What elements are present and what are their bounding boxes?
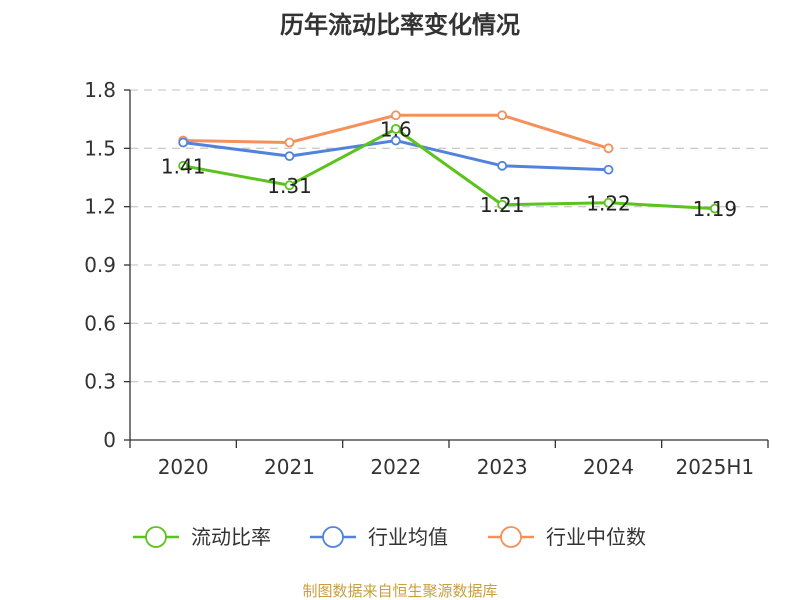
legend-item[interactable]: 行业均值 [310,525,448,549]
y-tick-label: 1.8 [84,78,116,102]
data-point [497,110,508,121]
data-point [390,110,401,121]
data-point [603,197,614,208]
legend-marker [145,526,167,548]
data-point [284,137,295,148]
data-points [178,110,720,214]
x-tick-label: 2022 [370,455,421,479]
x-tick-label: 2024 [583,455,634,479]
source-note: 制图数据来自恒生聚源数据库 [302,582,497,600]
data-point [497,160,508,171]
y-tick-label: 0 [103,428,116,452]
data-label: 1.19 [693,197,738,221]
legend-label: 流动比率 [191,525,271,549]
grid-lines [130,89,768,383]
data-label: 1.31 [267,174,312,198]
x-tick-label: 2020 [158,455,209,479]
y-tick-label: 1.5 [84,136,116,160]
x-tick-label: 2021 [264,455,315,479]
series-lines [182,113,715,211]
data-label: 1.22 [586,191,631,215]
data-point [390,123,401,134]
legend[interactable]: 流动比率 行业均值 行业中位数 [133,525,646,549]
data-point [603,143,614,154]
y-tick-label: 0.3 [84,370,116,394]
data-labels: 1.41 1.31 1.6 1.21 1.22 1.19 [161,117,737,221]
x-tick-label: 2023 [477,455,528,479]
data-point [178,137,189,148]
data-point [497,199,508,210]
chart-title: 历年流动比率变化情况 [280,11,520,39]
data-point [284,180,295,191]
data-label: 1.6 [380,117,412,141]
data-point [603,164,614,175]
data-label: 1.21 [480,193,525,217]
legend-label: 行业均值 [368,525,448,549]
data-point [390,135,401,146]
legend-item[interactable]: 行业中位数 [488,525,646,549]
legend-item[interactable]: 流动比率 [133,525,271,549]
y-tick-label: 0.9 [84,253,116,277]
legend-marker [322,526,344,548]
data-point [178,160,189,171]
data-label: 1.41 [161,154,206,178]
data-point [709,203,720,214]
y-tick-label: 1.2 [84,195,116,219]
axes: 0 0.3 0.6 0.9 1.2 1.5 1.8 2020 2021 2022 2023 2024 2… [84,78,769,479]
series-line-0 [182,127,715,211]
x-tick-label: 2025H1 [675,455,754,479]
data-point [284,151,295,162]
legend-marker [500,526,522,548]
y-tick-label: 0.6 [84,311,116,335]
legend-label: 行业中位数 [546,525,646,549]
